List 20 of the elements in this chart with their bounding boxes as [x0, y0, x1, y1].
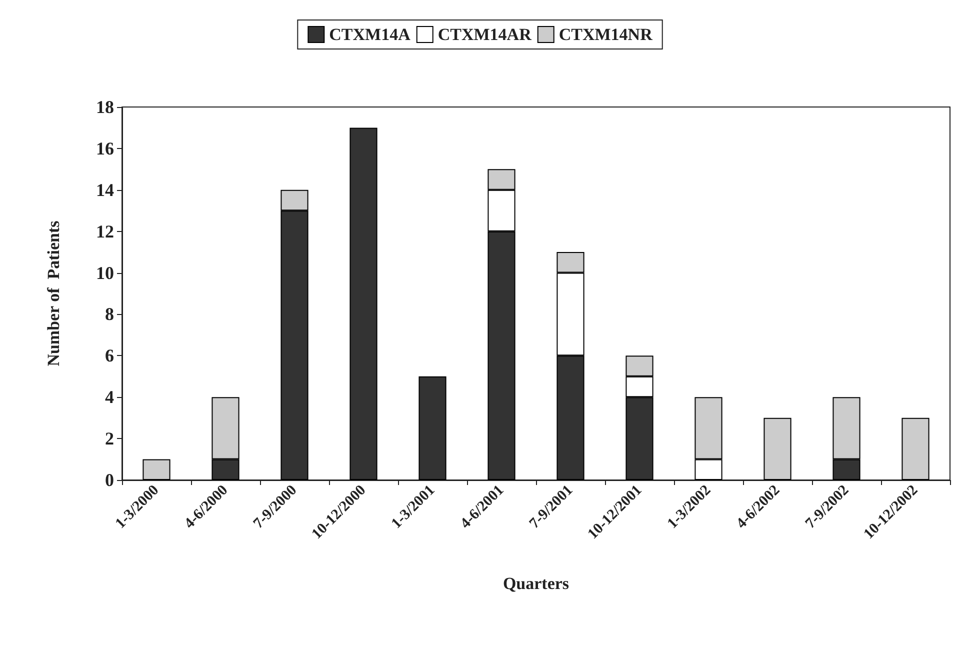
y-tick-label: 16	[96, 138, 114, 158]
bar	[418, 376, 446, 480]
y-tick-label: 18	[96, 97, 114, 117]
bar	[764, 418, 792, 480]
legend-label: CTXM14AR	[438, 25, 532, 44]
bar	[902, 418, 930, 480]
y-tick-label: 0	[105, 470, 114, 490]
legend-label: CTXM14A	[329, 25, 412, 44]
y-axis-title: Number of Patients	[44, 220, 63, 366]
y-tick-label: 10	[96, 262, 114, 283]
y-tick-label: 14	[96, 180, 114, 200]
y-tick-label: 6	[105, 346, 114, 366]
y-tick-label: 2	[105, 428, 114, 449]
y-tick-label: 8	[105, 304, 114, 324]
x-axis-title: Quarters	[502, 574, 570, 593]
y-tick-label: 4	[105, 387, 114, 408]
bar	[142, 459, 170, 480]
bar	[350, 128, 378, 480]
y-tick-label: 12	[96, 221, 114, 242]
legend-label: CTXM14NR	[558, 25, 654, 44]
